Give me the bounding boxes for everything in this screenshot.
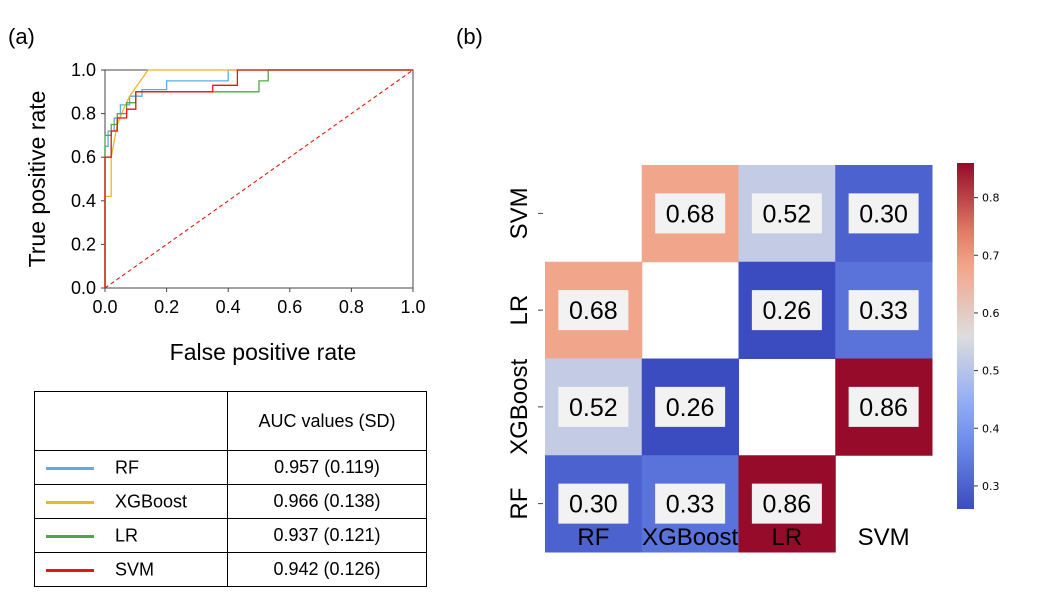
x-tick-label: 0.0 xyxy=(92,297,117,317)
colorbar-tick-label: 0.8 xyxy=(982,192,1000,205)
y-tick-label: 0.4 xyxy=(71,191,96,211)
legend-swatch xyxy=(46,534,94,538)
x-tick-label: 1.0 xyxy=(400,297,425,317)
model-name: XGBoost xyxy=(115,491,188,511)
panel-a-label: (a) xyxy=(8,24,35,49)
cell-value-label: 0.86 xyxy=(859,394,908,422)
table-row: LR 0.937 (0.121) xyxy=(34,518,427,553)
cell-label-box xyxy=(655,386,726,427)
cell-label-box xyxy=(751,193,822,234)
cell-label-box xyxy=(655,193,726,234)
table-row: RF 0.957 (0.119) xyxy=(34,450,427,485)
legend-swatch xyxy=(46,500,94,504)
y-tick-label: 0.2 xyxy=(71,234,96,254)
colorbar-tick-label: 0.6 xyxy=(982,307,1000,320)
y-category-label: RF xyxy=(506,488,533,520)
x-tick-label: 0.2 xyxy=(154,297,179,317)
cell-value-label: 0.33 xyxy=(666,491,715,519)
cell-value-label: 0.52 xyxy=(569,394,618,422)
cell-value-label: 0.30 xyxy=(569,491,618,519)
auc-table: AUC values (SD) RF 0.957 (0.119) XGBoost… xyxy=(34,391,427,587)
cell-label-box xyxy=(751,483,822,524)
table-row: SVM 0.942 (0.126) xyxy=(34,552,427,587)
table-header-empty xyxy=(34,391,228,451)
cell-label-box xyxy=(848,290,919,331)
cell-value-label: 0.86 xyxy=(763,491,812,519)
cell-value-label: 0.52 xyxy=(763,200,812,228)
auc-value: 0.966 (0.138) xyxy=(227,484,427,519)
model-name: RF xyxy=(115,457,139,477)
x-tick-label: 0.8 xyxy=(339,297,364,317)
x-category-label: RF xyxy=(577,524,609,551)
colorbar-tick-label: 0.7 xyxy=(982,249,1000,262)
y-tick-label: 0.6 xyxy=(71,147,96,167)
cell-label-box xyxy=(558,386,629,427)
legend-swatch xyxy=(46,466,94,470)
colorbar xyxy=(957,163,974,509)
x-tick-label: 0.6 xyxy=(277,297,302,317)
y-tick-label: 1.0 xyxy=(71,60,96,80)
cell-value-label: 0.26 xyxy=(763,297,812,325)
cell-label-box xyxy=(848,386,919,427)
cell-label-box xyxy=(655,483,726,524)
x-category-label: XGBoost xyxy=(642,524,738,551)
cell-value-label: 0.68 xyxy=(666,200,715,228)
x-tick-label: 0.4 xyxy=(216,297,241,317)
model-name: SVM xyxy=(115,559,155,579)
table-header-row: AUC values (SD) xyxy=(34,391,427,451)
colorbar-tick-label: 0.4 xyxy=(982,422,1000,435)
auc-value: 0.957 (0.119) xyxy=(227,450,427,485)
y-axis-label: True positive rate xyxy=(24,91,50,268)
panel-b-label: (b) xyxy=(456,24,483,49)
colorbar-tick-label: 0.5 xyxy=(982,365,1000,378)
x-category-label: LR xyxy=(772,524,803,551)
cell-value-label: 0.33 xyxy=(859,297,908,325)
cell-label-box xyxy=(558,290,629,331)
y-category-label: LR xyxy=(506,295,533,326)
model-cell: SVM xyxy=(34,552,228,587)
y-tick-label: 0.0 xyxy=(71,278,96,298)
model-cell: XGBoost xyxy=(34,484,228,519)
x-axis-label: False positive rate xyxy=(170,339,357,365)
colorbar-tick-label: 0.3 xyxy=(982,480,1000,493)
model-name: LR xyxy=(115,525,139,545)
y-tick-label: 0.8 xyxy=(71,104,96,124)
auc-value: 0.942 (0.126) xyxy=(227,552,427,587)
roc-line-rf xyxy=(104,69,413,288)
y-category-label: XGBoost xyxy=(506,359,533,455)
cell-value-label: 0.68 xyxy=(569,297,618,325)
model-cell: LR xyxy=(34,518,228,553)
cell-label-box xyxy=(751,290,822,331)
cell-value-label: 0.30 xyxy=(859,200,908,228)
table-header-auc: AUC values (SD) xyxy=(227,391,427,451)
cell-label-box xyxy=(558,483,629,524)
table-row: XGBoost 0.966 (0.138) xyxy=(34,484,427,519)
y-category-label: SVM xyxy=(506,187,533,239)
roc-line-svm xyxy=(104,69,413,288)
legend-swatch xyxy=(46,568,94,572)
roc-line-xgboost xyxy=(104,69,413,288)
model-cell: RF xyxy=(34,450,228,485)
x-category-label: SVM xyxy=(858,524,910,551)
cell-value-label: 0.26 xyxy=(666,394,715,422)
cell-label-box xyxy=(848,193,919,234)
auc-value: 0.937 (0.121) xyxy=(227,518,427,553)
